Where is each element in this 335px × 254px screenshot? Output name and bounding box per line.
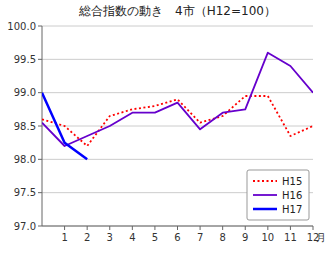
grid-line	[42, 126, 313, 127]
legend-label: H16	[282, 190, 302, 201]
legend-box	[247, 170, 309, 220]
tick	[38, 226, 42, 227]
tick-label: 2	[84, 232, 90, 243]
legend: H15 H16 H17	[247, 170, 309, 220]
title: 総合指数の動き 4市（H12=100）	[78, 4, 276, 18]
grid-line	[42, 59, 313, 60]
tick-label: 99.5	[14, 54, 36, 65]
tick-label: 97.5	[14, 187, 36, 198]
tick-label: 6	[174, 232, 180, 243]
tick	[38, 92, 42, 93]
tick	[313, 226, 314, 230]
chart: 総合指数の動き 4市（H12=100） 97.0 97.5 98.0 98.5 99.0 9…	[0, 0, 335, 254]
legend-label: H15	[282, 176, 302, 187]
tick-label: 3	[107, 232, 113, 243]
tick-label: 10	[261, 232, 274, 243]
tick	[109, 226, 110, 230]
tick	[87, 226, 88, 230]
grid-line	[42, 159, 313, 160]
tick	[290, 226, 291, 230]
tick-label: 8	[219, 232, 225, 243]
tick	[222, 226, 223, 230]
grid-line	[42, 92, 313, 93]
tick	[177, 226, 178, 230]
tick	[38, 126, 42, 127]
tick	[38, 59, 42, 60]
tick-label: 5	[152, 232, 158, 243]
tick-label: 1	[61, 232, 67, 243]
tick	[38, 192, 42, 193]
tick-label: 100.0	[7, 21, 36, 32]
plot-area	[42, 53, 313, 160]
legend-swatch	[253, 194, 277, 196]
tick	[38, 26, 42, 27]
tick-label: 4	[129, 232, 135, 243]
legend-swatch	[253, 208, 277, 211]
tick-label: 98.5	[14, 121, 36, 132]
tick-label: 99.0	[14, 87, 36, 98]
tick	[132, 226, 133, 230]
tick	[200, 226, 201, 230]
y-axis	[42, 26, 43, 226]
series-line	[42, 53, 313, 146]
tick	[38, 159, 42, 160]
tick-label: 97.0	[14, 221, 36, 232]
tick-label: 9	[242, 232, 248, 243]
tick-label: 11	[284, 232, 297, 243]
x-axis	[42, 226, 313, 227]
x-axis-label: 月	[316, 232, 326, 243]
tick	[267, 226, 268, 230]
series-line	[42, 93, 87, 160]
tick	[154, 226, 155, 230]
tick-label: 7	[197, 232, 203, 243]
grid-line	[42, 226, 313, 227]
tick	[64, 226, 65, 230]
legend-label: H17	[282, 204, 302, 215]
tick-label: 98.0	[14, 154, 36, 165]
grid-line	[42, 26, 313, 27]
tick	[245, 226, 246, 230]
legend-swatch	[253, 180, 277, 182]
